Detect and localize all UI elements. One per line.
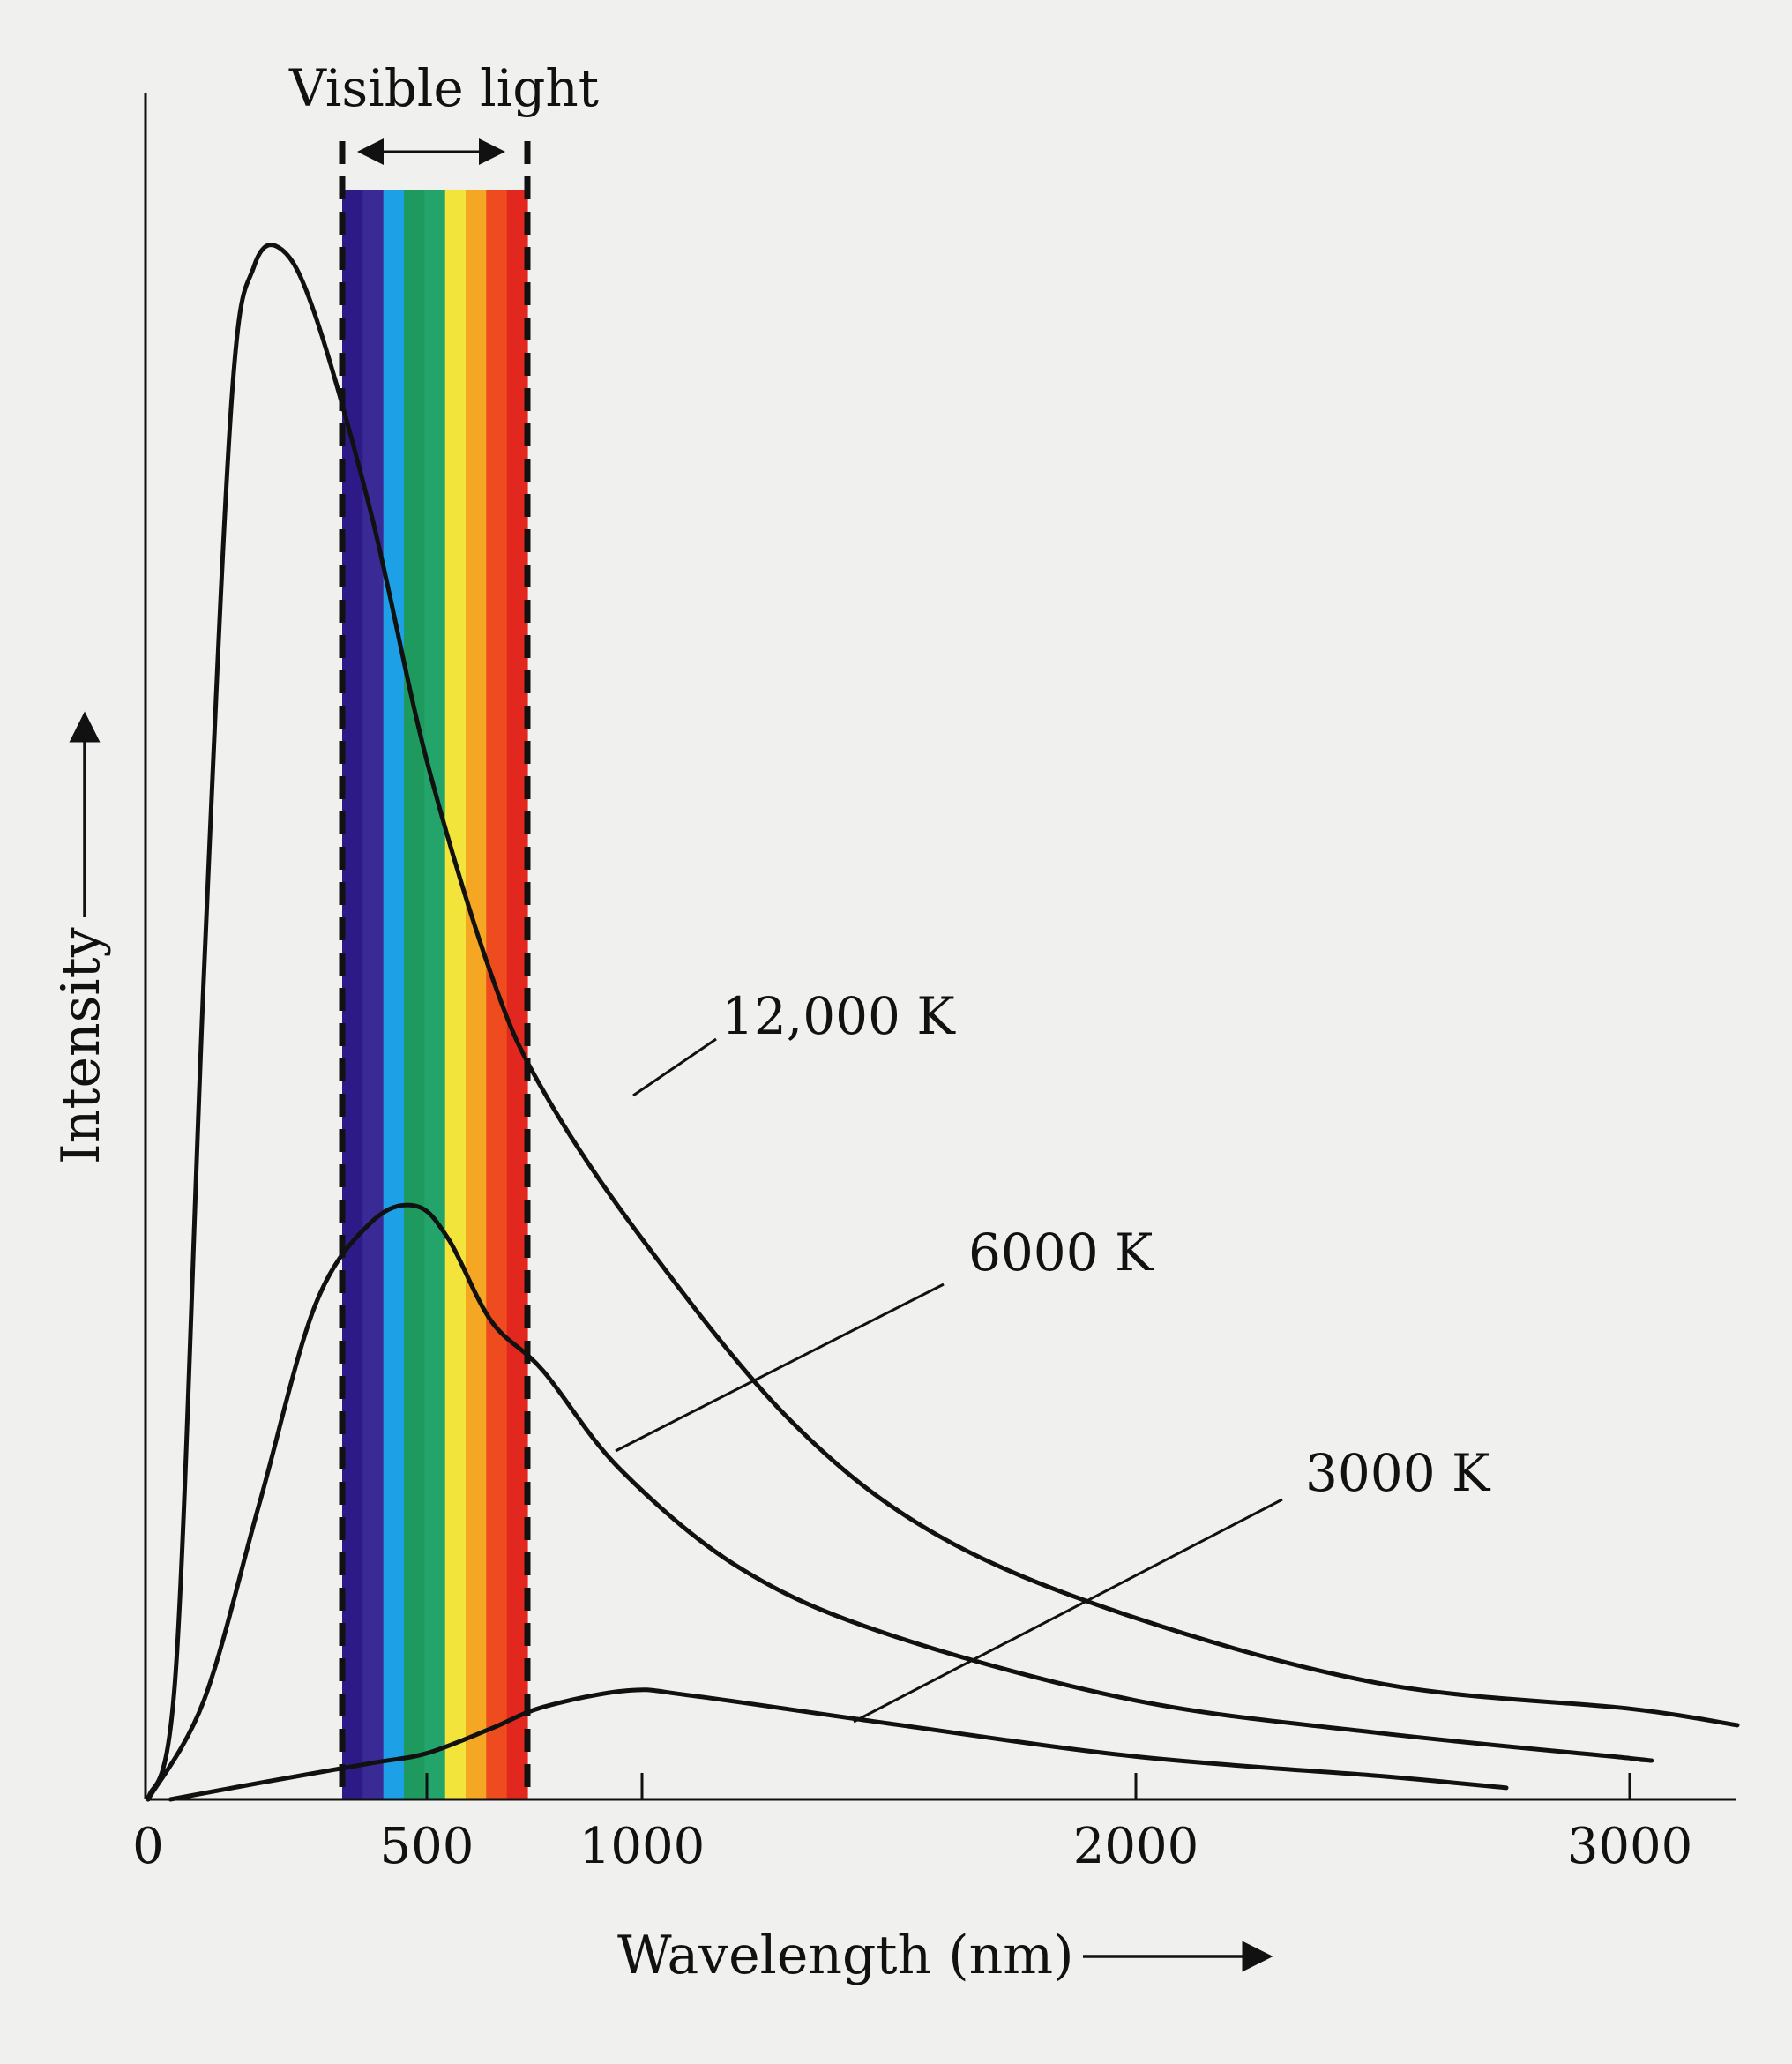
visible-band-stripe xyxy=(424,190,446,1799)
visible-band-stripe xyxy=(444,190,467,1799)
leader-line-6000 xyxy=(615,1283,945,1453)
visible-band-stripe xyxy=(506,190,528,1799)
visible-light-band xyxy=(339,141,531,1799)
intensity-axis-title-group: Intensity xyxy=(50,927,112,1164)
visible-band-stripe xyxy=(383,190,405,1799)
x-tick-label-3000: 3000 xyxy=(1567,1818,1693,1875)
leader-line-3000 xyxy=(853,1498,1283,1724)
x-tick-label-2000: 2000 xyxy=(1073,1818,1199,1875)
visible-band-stripe xyxy=(362,190,385,1799)
curve-12000k xyxy=(146,243,1740,1802)
visible-light-label: Visible light xyxy=(288,58,599,118)
curve-3000k xyxy=(168,1687,1509,1802)
x-tick-label-500: 500 xyxy=(380,1818,474,1875)
x-tick-label-1000: 1000 xyxy=(579,1818,706,1875)
wavelength-axis-title: Wavelength (nm) xyxy=(617,1925,1074,1986)
x-axis-ticks: 0 500 1000 2000 3000 xyxy=(132,1773,1692,1875)
curve-label-3000: 3000 K xyxy=(1305,1443,1491,1503)
curve-group xyxy=(146,243,1740,1802)
curve-label-6000: 6000 K xyxy=(968,1223,1154,1283)
x-tick-label-0: 0 xyxy=(132,1818,164,1875)
leader-line-12000 xyxy=(632,1037,717,1097)
visible-band-stripe xyxy=(404,190,425,1799)
visible-band-stripe xyxy=(466,190,487,1799)
visible-band-stripe xyxy=(342,190,363,1799)
intensity-axis-title: Intensity xyxy=(50,927,112,1164)
curve-label-12000: 12,000 K xyxy=(721,986,956,1046)
curve-6000k xyxy=(146,1202,1654,1802)
